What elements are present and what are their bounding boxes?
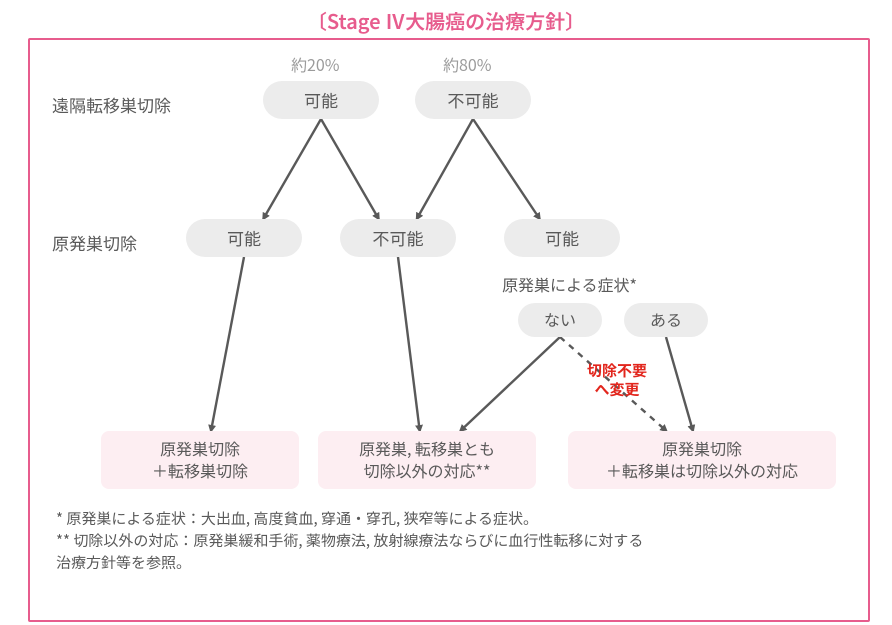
node-primary-impossible: 不可能 [340,219,456,257]
node-primary-possible-1: 可能 [186,219,302,257]
outcome-2: 原発巣, 転移巣とも 切除以外の対応** [318,431,536,489]
row-label-distant: 遠隔転移巣切除 [52,92,171,117]
node-symptom-no: ない [518,303,602,337]
warn-label: 切除不要 へ変更 [577,362,657,400]
node-symptom-yes: ある [624,303,708,337]
node-distant-impossible: 不可能 [415,81,531,119]
node-primary-possible-2: 可能 [504,219,620,257]
outcome-1: 原発巣切除 ＋転移巣切除 [101,431,299,489]
outcome-3: 原発巣切除 ＋転移巣は切除以外の対応 [568,431,836,489]
row-label-primary: 原発巣切除 [52,230,137,255]
node-distant-possible: 可能 [263,81,379,119]
diagram-title: 〔Stage Ⅳ大腸癌の治療方針〕 [0,6,892,35]
pct-label-80: 約80% [443,52,492,76]
footnote-1: * 原発巣による症状：大出血, 高度貧血, 穿通・穿孔, 狭窄等による症状。 [56,508,538,529]
footnote-2: ** 切除以外の対応：原発巣緩和手術, 薬物療法, 放射線療法ならびに血行性転移… [56,530,643,574]
diagram-stage: 〔Stage Ⅳ大腸癌の治療方針〕 遠隔転移巣切除 原発巣切除 約20% 約80… [0,0,892,625]
sub-question-label: 原発巣による症状* [502,272,637,296]
pct-label-20: 約20% [291,52,340,76]
